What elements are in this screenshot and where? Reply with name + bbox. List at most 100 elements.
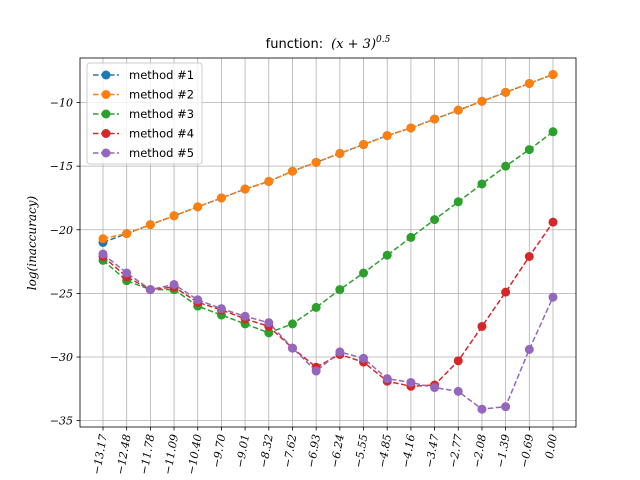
- data-point: [382, 250, 392, 260]
- data-point: [359, 353, 369, 363]
- data-point: [430, 383, 440, 393]
- data-point: [453, 356, 463, 366]
- data-point: [193, 202, 203, 212]
- data-point: [287, 343, 297, 353]
- data-point: [548, 127, 558, 137]
- data-point: [145, 285, 155, 295]
- legend: method #1 method #2 method #3 method #4 meth…: [86, 62, 203, 165]
- data-point: [169, 211, 179, 221]
- data-point: [524, 78, 534, 88]
- x-tick-label: −9.01: [233, 433, 252, 468]
- data-point: [216, 193, 226, 203]
- legend-label: method #1: [129, 68, 194, 82]
- data-point: [406, 232, 416, 242]
- data-point: [430, 215, 440, 225]
- data-point: [287, 319, 297, 329]
- data-point: [501, 161, 511, 171]
- data-point: [501, 87, 511, 97]
- y-tick-label: −10: [50, 97, 73, 110]
- x-tick-label: −8.32: [257, 433, 276, 468]
- x-tick-label: −4.85: [376, 433, 395, 468]
- data-point: [501, 287, 511, 297]
- data-point: [122, 229, 132, 239]
- series-5: [98, 249, 558, 414]
- x-tick-label: −3.47: [423, 433, 442, 468]
- legend-marker: [101, 109, 111, 119]
- y-tick-label: −15: [50, 160, 73, 173]
- data-point: [453, 197, 463, 207]
- x-tick-label: −1.39: [494, 433, 513, 468]
- data-point: [548, 292, 558, 302]
- data-point: [311, 157, 321, 167]
- plot-frame: [79, 57, 577, 428]
- data-point: [335, 347, 345, 357]
- x-tick-label: −2.77: [447, 433, 466, 468]
- data-point: [335, 148, 345, 158]
- x-tick-label: 0.00: [543, 433, 560, 459]
- data-point: [382, 374, 392, 384]
- x-tick-label: −4.16: [399, 433, 418, 468]
- y-axis-ticks: −35 −30 −25 −20 −15 −10: [50, 97, 80, 428]
- legend-marker: [101, 148, 111, 158]
- legend-entry: method #5: [93, 146, 194, 160]
- chart-title: function: (x + 3)0.5: [266, 35, 391, 52]
- y-axis-label: log(inaccuracy): [25, 195, 39, 290]
- data-point: [548, 217, 558, 227]
- data-point: [264, 318, 274, 328]
- data-point: [359, 268, 369, 278]
- legend-entry: method #4: [93, 127, 194, 141]
- data-point: [287, 166, 297, 176]
- y-tick-label: −35: [50, 415, 73, 428]
- x-tick-label: −5.55: [352, 433, 371, 468]
- data-point: [453, 386, 463, 396]
- data-point: [216, 304, 226, 314]
- legend-entry: method #2: [93, 88, 194, 102]
- data-point: [524, 344, 534, 354]
- data-point: [311, 366, 321, 376]
- data-point: [501, 402, 511, 412]
- legend-label: method #4: [129, 127, 194, 141]
- data-point: [524, 145, 534, 155]
- plot-series: [98, 70, 558, 414]
- data-point: [98, 234, 108, 244]
- data-point: [406, 377, 416, 387]
- legend-label: method #2: [129, 88, 194, 102]
- data-point: [240, 311, 250, 321]
- data-point: [359, 140, 369, 150]
- x-tick-label: −7.62: [281, 433, 300, 468]
- data-point: [382, 131, 392, 141]
- x-tick-label: −2.08: [470, 433, 489, 468]
- legend-entry: method #1: [93, 68, 194, 82]
- data-point: [145, 220, 155, 230]
- legend-label: method #5: [129, 146, 194, 160]
- legend-marker: [101, 70, 111, 80]
- data-point: [477, 321, 487, 331]
- data-point: [264, 328, 274, 338]
- data-point: [477, 96, 487, 106]
- x-tick-label: −0.69: [518, 433, 537, 468]
- data-point: [477, 404, 487, 414]
- data-point: [524, 251, 534, 261]
- y-tick-label: −20: [50, 224, 73, 237]
- data-point: [406, 123, 416, 133]
- legend-label: method #3: [129, 107, 194, 121]
- x-tick-label: −6.24: [328, 433, 347, 468]
- y-tick-label: −25: [50, 287, 73, 300]
- grid-lines: [80, 58, 576, 427]
- x-tick-label: −9.70: [210, 433, 229, 468]
- data-point: [335, 285, 345, 295]
- data-point: [98, 249, 108, 259]
- data-point: [477, 179, 487, 189]
- data-point: [430, 114, 440, 124]
- y-tick-label: −30: [50, 351, 73, 364]
- data-point: [122, 268, 132, 278]
- x-tick-label: −6.93: [304, 433, 323, 468]
- legend-marker: [101, 129, 111, 138]
- data-point: [169, 279, 179, 289]
- data-point: [240, 184, 250, 194]
- series-line: [102, 253, 554, 410]
- series-line: [102, 131, 554, 334]
- x-axis-ticks: −13.17 −12.48 −11.78 −11.09 −10.40 −9.70 −9.01…: [90, 427, 560, 476]
- data-point: [193, 295, 203, 305]
